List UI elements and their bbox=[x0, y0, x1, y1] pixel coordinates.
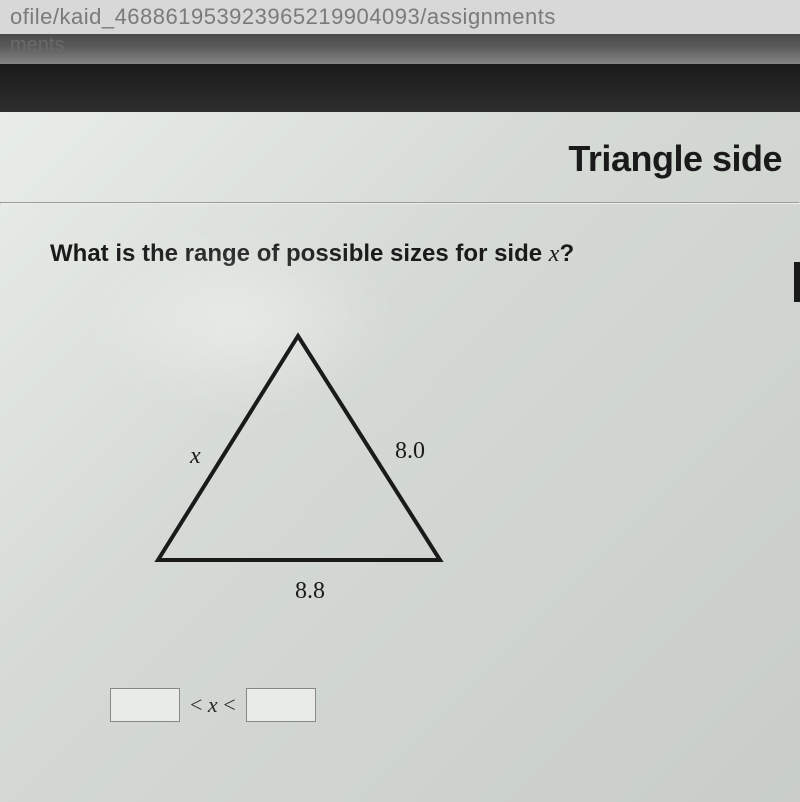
content-area: Triangle side What is the range of possi… bbox=[0, 112, 800, 802]
question-variable: x bbox=[549, 241, 560, 267]
lt-symbol-1: < bbox=[190, 692, 202, 717]
lt-symbol-2: < bbox=[223, 692, 235, 717]
page-title: Triangle side bbox=[0, 112, 800, 202]
page-title-edge bbox=[794, 262, 800, 302]
question-prefix: What is the range of possible sizes for … bbox=[50, 240, 549, 267]
inequality-variable: x bbox=[208, 692, 218, 717]
url-text: ofile/kaid_468861953923965219904093/assi… bbox=[10, 4, 556, 29]
answer-row: < x < bbox=[110, 688, 750, 722]
lower-bound-input[interactable] bbox=[110, 688, 180, 722]
app-header-bar bbox=[0, 64, 800, 112]
question-container: What is the range of possible sizes for … bbox=[0, 204, 800, 742]
triangle-figure: x 8.0 8.8 bbox=[140, 328, 520, 618]
tab-bar: ments bbox=[0, 34, 800, 64]
url-bar: ofile/kaid_468861953923965219904093/assi… bbox=[0, 0, 800, 34]
side-label-right: 8.0 bbox=[395, 438, 425, 465]
inequality-left: < x < bbox=[186, 692, 240, 718]
tab-label: ments bbox=[10, 34, 64, 56]
question-text: What is the range of possible sizes for … bbox=[50, 240, 750, 268]
upper-bound-input[interactable] bbox=[246, 688, 316, 722]
side-label-bottom: 8.8 bbox=[295, 578, 325, 605]
side-label-left: x bbox=[190, 443, 201, 470]
question-suffix: ? bbox=[559, 240, 574, 267]
